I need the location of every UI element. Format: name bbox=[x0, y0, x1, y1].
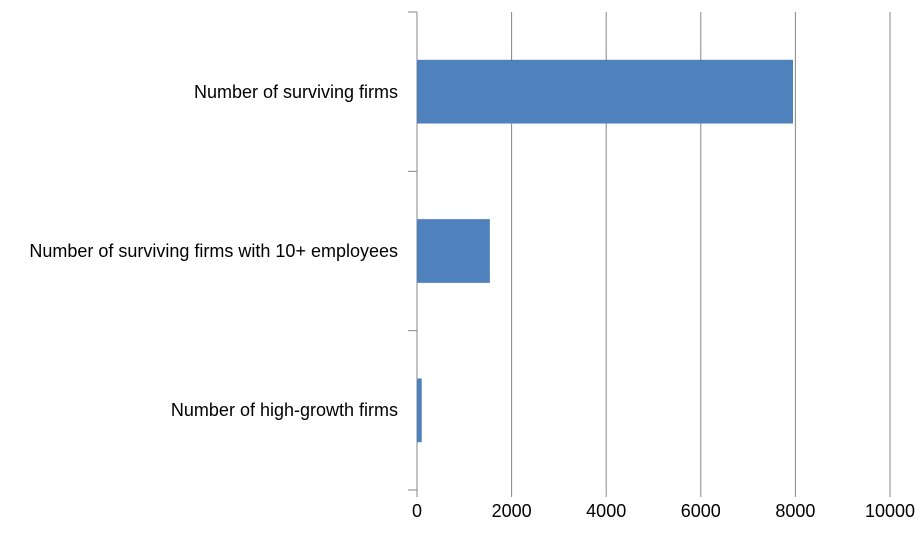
category-label-box: Number of surviving firms with 10+ emplo… bbox=[0, 211, 398, 291]
y-tick-label: Number of surviving firms with 10+ emplo… bbox=[29, 241, 398, 261]
x-tick-label: 6000 bbox=[681, 501, 721, 521]
x-tick-label: 0 bbox=[412, 501, 422, 521]
x-tick-label: 4000 bbox=[586, 501, 626, 521]
x-tick-label: 2000 bbox=[492, 501, 532, 521]
x-tick-label: 10000 bbox=[865, 501, 915, 521]
category-label-box: Number of high-growth firms bbox=[0, 370, 398, 450]
x-tick-label: 8000 bbox=[775, 501, 815, 521]
bar bbox=[417, 219, 490, 283]
y-tick-label: Number of high-growth firms bbox=[170, 400, 398, 421]
y-tick-label: Number of surviving firms bbox=[193, 81, 398, 102]
bar bbox=[417, 378, 422, 443]
bar bbox=[417, 59, 794, 124]
category-label-box: Number of surviving firms bbox=[0, 52, 398, 132]
